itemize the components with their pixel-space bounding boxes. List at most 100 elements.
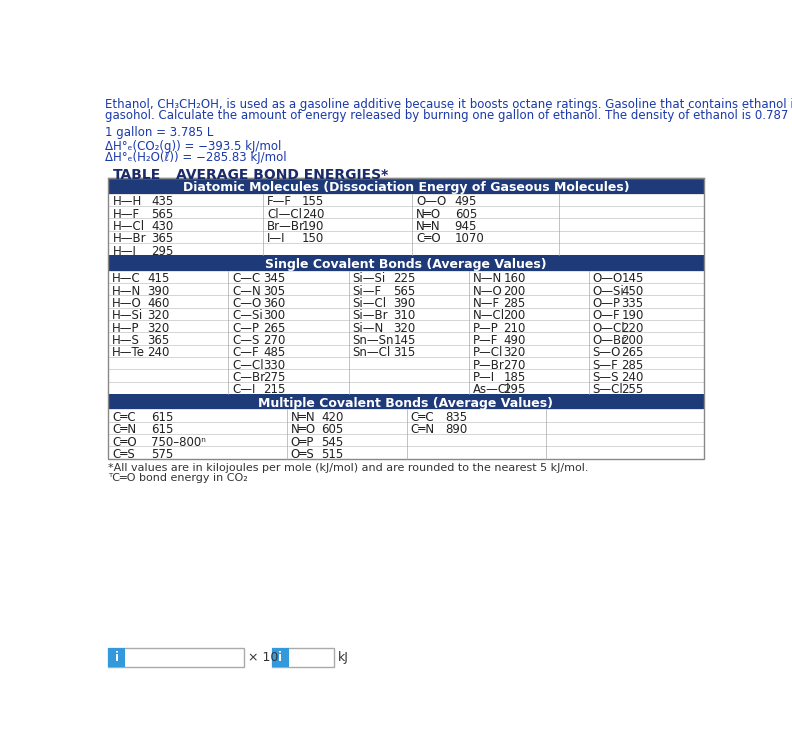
Text: 435: 435	[151, 196, 173, 208]
Bar	[109, 206, 703, 218]
Text: C—N: C—N	[232, 285, 261, 297]
Bar	[109, 308, 703, 320]
Text: 300: 300	[263, 310, 285, 322]
Text: 390: 390	[147, 285, 169, 297]
Text: Br—Br: Br—Br	[267, 220, 305, 233]
Bar	[109, 178, 703, 458]
Text: ΔH°ₑ(CO₂(g)) = −393.5 kJ/mol: ΔH°ₑ(CO₂(g)) = −393.5 kJ/mol	[105, 140, 282, 153]
Text: C═C: C═C	[112, 411, 135, 424]
Text: N—N: N—N	[473, 273, 502, 285]
Text: N═N: N═N	[416, 220, 440, 233]
Text: ᵀC═O bond energy in CO₂: ᵀC═O bond energy in CO₂	[109, 473, 248, 483]
Text: 565: 565	[394, 285, 416, 297]
Text: C═O: C═O	[416, 233, 440, 245]
Text: 295: 295	[151, 245, 173, 257]
Text: 190: 190	[302, 220, 325, 233]
Text: 315: 315	[394, 347, 416, 359]
Text: H—Cl: H—Cl	[113, 220, 145, 233]
Bar	[109, 394, 703, 409]
Text: 285: 285	[504, 297, 526, 310]
Text: 305: 305	[263, 285, 285, 297]
Text: gasohol. Calculate the amount of energy released by burning one gallon of ethano: gasohol. Calculate the amount of energy …	[105, 109, 792, 122]
Text: 890: 890	[445, 424, 467, 436]
Bar	[109, 357, 703, 369]
Bar	[109, 218, 703, 231]
Text: *All values are in kilojoules per mole (kJ/mol) and are rounded to the nearest 5: *All values are in kilojoules per mole (…	[109, 464, 588, 473]
Text: Ethanol, CH₃CH₂OH, is used as a gasoline additive because it boosts octane ratin: Ethanol, CH₃CH₂OH, is used as a gasoline…	[105, 98, 792, 111]
Text: AVERAGE BOND ENERGIES*: AVERAGE BOND ENERGIES*	[177, 168, 389, 182]
Text: S—Cl: S—Cl	[592, 384, 623, 396]
Text: 220: 220	[622, 322, 644, 334]
Text: 270: 270	[263, 334, 286, 347]
Bar	[109, 295, 703, 308]
Text: Si—Br: Si—Br	[352, 310, 388, 322]
Text: 1 gallon = 3.785 L: 1 gallon = 3.785 L	[105, 126, 214, 139]
Text: 565: 565	[151, 208, 173, 220]
Text: 605: 605	[455, 208, 477, 220]
Text: I—I: I—I	[267, 233, 286, 245]
Text: 320: 320	[147, 310, 169, 322]
Text: 1070: 1070	[455, 233, 485, 245]
Text: C═O: C═O	[112, 436, 137, 448]
Text: 615: 615	[151, 411, 173, 424]
Text: 210: 210	[504, 322, 526, 334]
Bar	[109, 422, 703, 434]
Text: 320: 320	[504, 347, 526, 359]
Text: P—Br: P—Br	[473, 359, 505, 371]
Text: 295: 295	[504, 384, 526, 396]
Text: 415: 415	[147, 273, 169, 285]
Text: 515: 515	[322, 448, 344, 461]
Text: As—Cl: As—Cl	[473, 384, 510, 396]
Text: C═C: C═C	[410, 411, 434, 424]
Text: kJ: kJ	[337, 651, 348, 664]
Text: 605: 605	[322, 424, 344, 436]
Text: 240: 240	[147, 347, 169, 359]
Bar	[109, 345, 703, 357]
Bar	[272, 648, 333, 667]
Text: 945: 945	[455, 220, 477, 233]
Text: H—S: H—S	[112, 334, 140, 347]
Text: C═N: C═N	[112, 424, 136, 436]
Text: 575: 575	[151, 448, 173, 461]
Text: 150: 150	[302, 233, 324, 245]
Text: P—P: P—P	[473, 322, 498, 334]
Text: 160: 160	[504, 273, 526, 285]
Text: C—F: C—F	[232, 347, 259, 359]
Text: C═S: C═S	[112, 448, 135, 461]
Text: O—Cl: O—Cl	[592, 322, 626, 334]
Text: O═S: O═S	[291, 448, 314, 461]
Text: Single Covalent Bonds (Average Values): Single Covalent Bonds (Average Values)	[265, 258, 546, 272]
Bar	[109, 648, 244, 667]
Text: C═N: C═N	[410, 424, 435, 436]
Text: Diatomic Molecules (Dissociation Energy of Gaseous Molecules): Diatomic Molecules (Dissociation Energy …	[183, 181, 629, 195]
Bar	[272, 648, 289, 667]
Text: 490: 490	[504, 334, 526, 347]
Text: Cl—Cl: Cl—Cl	[267, 208, 303, 220]
Text: 285: 285	[622, 359, 644, 371]
Text: Sn—Cl: Sn—Cl	[352, 347, 390, 359]
Bar	[109, 320, 703, 332]
Bar	[109, 332, 703, 345]
Text: 365: 365	[147, 334, 169, 347]
Text: 450: 450	[622, 285, 644, 297]
Bar	[109, 446, 703, 458]
Text: C—I: C—I	[232, 384, 256, 396]
Text: 750–800ⁿ: 750–800ⁿ	[151, 436, 206, 448]
Bar	[109, 243, 703, 255]
Text: N—Cl: N—Cl	[473, 310, 505, 322]
Text: 265: 265	[622, 347, 644, 359]
Bar	[109, 382, 703, 394]
Text: P—I: P—I	[473, 371, 495, 384]
Text: H—Te: H—Te	[112, 347, 145, 359]
Text: ΔH°ₑ(H₂O(ℓ)) = −285.83 kJ/mol: ΔH°ₑ(H₂O(ℓ)) = −285.83 kJ/mol	[105, 151, 287, 164]
Text: 835: 835	[445, 411, 467, 424]
Text: N—O: N—O	[473, 285, 502, 297]
Text: i: i	[115, 651, 119, 664]
Text: H—O: H—O	[112, 297, 142, 310]
Text: 485: 485	[263, 347, 286, 359]
Text: 430: 430	[151, 220, 173, 233]
Text: H—Br: H—Br	[113, 233, 147, 245]
Bar	[109, 369, 703, 382]
Text: N═O: N═O	[291, 424, 315, 436]
Text: 390: 390	[394, 297, 416, 310]
